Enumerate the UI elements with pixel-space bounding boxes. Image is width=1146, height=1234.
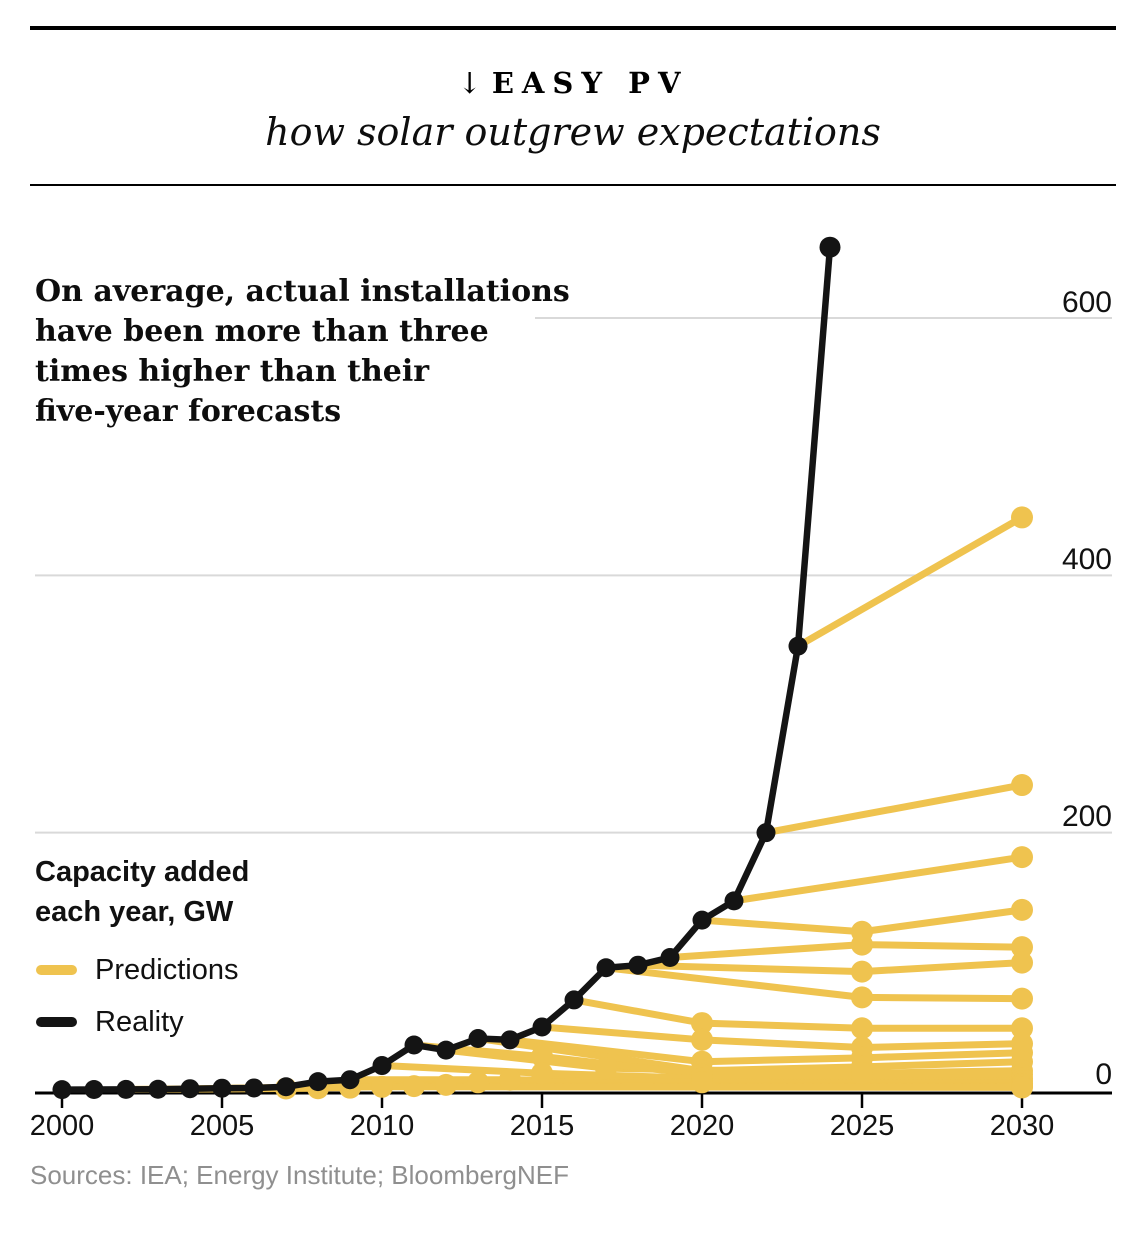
reality-point bbox=[532, 1017, 552, 1037]
y-axis-unit-label: Capacity added each year, GW bbox=[35, 852, 249, 932]
prediction-point bbox=[531, 1062, 553, 1085]
prediction-point bbox=[371, 1075, 393, 1098]
prediction-point bbox=[1011, 1017, 1033, 1040]
reality-point bbox=[819, 236, 841, 258]
reality-point bbox=[788, 636, 808, 656]
prediction-point bbox=[851, 1062, 873, 1085]
x-tick-label-2005: 2005 bbox=[189, 1110, 255, 1142]
reality-point bbox=[692, 910, 712, 930]
reality-point bbox=[404, 1035, 424, 1055]
kicker-text: EASY PV bbox=[491, 66, 689, 100]
prediction-line bbox=[765, 781, 1023, 837]
reality-point bbox=[660, 947, 680, 967]
top-rule bbox=[30, 26, 1116, 30]
y-tick-label-400: 400 bbox=[1061, 542, 1112, 576]
legend-item-predictions: Predictions bbox=[36, 944, 238, 996]
reality-point bbox=[596, 958, 616, 978]
reality-point bbox=[276, 1077, 296, 1097]
reality-point bbox=[756, 823, 776, 843]
y-axis-unit-line: Capacity added bbox=[35, 856, 250, 888]
sources-note: Sources: IEA; Energy Institute; Bloomber… bbox=[30, 1160, 570, 1190]
reality-point bbox=[84, 1079, 104, 1099]
prediction-line bbox=[733, 853, 1023, 905]
reality-point bbox=[436, 1040, 456, 1060]
predictions-swatch-icon bbox=[36, 965, 77, 975]
legend: Predictions Reality bbox=[36, 944, 238, 1048]
annotation-line: five-year forecasts bbox=[35, 394, 342, 429]
x-tick-label-2000: 2000 bbox=[29, 1110, 95, 1142]
prediction-line bbox=[796, 514, 1024, 650]
reality-point bbox=[212, 1078, 232, 1098]
prediction-point bbox=[851, 960, 873, 983]
prediction-point bbox=[1011, 1076, 1033, 1099]
down-arrow-icon: ↓ bbox=[457, 66, 482, 100]
reality-point bbox=[372, 1056, 392, 1076]
y-axis-unit-line: each year, GW bbox=[35, 896, 234, 928]
header-divider-rule bbox=[30, 184, 1116, 186]
reality-point bbox=[308, 1072, 328, 1092]
prediction-line bbox=[573, 996, 1022, 1032]
prediction-point bbox=[1011, 846, 1033, 869]
chart-kicker: ↓ EASY PV bbox=[0, 66, 1146, 100]
prediction-line bbox=[637, 959, 1023, 976]
y-tick-label-200: 200 bbox=[1061, 800, 1112, 834]
annotation-line: On average, actual installations bbox=[35, 274, 570, 309]
reality-point bbox=[244, 1078, 264, 1098]
reality-point bbox=[500, 1030, 520, 1050]
prediction-point bbox=[499, 1068, 521, 1091]
legend-label: Reality bbox=[95, 1005, 184, 1038]
prediction-line bbox=[669, 941, 1023, 961]
annotation-line: times higher than their bbox=[35, 354, 430, 389]
x-tick-label-2015: 2015 bbox=[509, 1110, 575, 1142]
reality-point bbox=[340, 1070, 360, 1090]
y-tick-label-0: 0 bbox=[1095, 1057, 1112, 1091]
x-tick-label-2025: 2025 bbox=[829, 1110, 895, 1142]
prediction-point bbox=[1011, 936, 1033, 959]
reality-point bbox=[468, 1029, 488, 1049]
prediction-point bbox=[1011, 951, 1033, 974]
prediction-line bbox=[541, 1023, 1023, 1052]
prediction-point bbox=[467, 1071, 489, 1094]
reality-point bbox=[724, 891, 744, 911]
x-tick-label-2020: 2020 bbox=[669, 1110, 735, 1142]
prediction-point bbox=[691, 1071, 713, 1094]
reality-point bbox=[52, 1080, 72, 1100]
reality-point bbox=[116, 1079, 136, 1099]
annotation-line: have been more than three bbox=[35, 314, 489, 349]
x-tick-label-2010: 2010 bbox=[349, 1110, 415, 1142]
reality-point bbox=[180, 1079, 200, 1099]
prediction-point bbox=[851, 1017, 873, 1040]
prediction-point bbox=[1011, 987, 1033, 1010]
reality-point bbox=[564, 990, 584, 1010]
legend-label: Predictions bbox=[95, 953, 239, 986]
prediction-line bbox=[509, 1036, 1023, 1066]
chart-subtitle: how solar outgrew expectations bbox=[265, 110, 881, 154]
prediction-point bbox=[403, 1075, 425, 1098]
reality-point bbox=[628, 955, 648, 975]
legend-item-reality: Reality bbox=[36, 996, 238, 1048]
prediction-point bbox=[1011, 898, 1033, 921]
prediction-point bbox=[531, 1045, 553, 1068]
reality-point bbox=[148, 1079, 168, 1099]
x-tick-label-2030: 2030 bbox=[989, 1110, 1055, 1142]
prediction-point bbox=[851, 986, 873, 1009]
prediction-point bbox=[691, 1028, 713, 1051]
prediction-point bbox=[1011, 506, 1033, 529]
chart-annotation: On average, actual installations have be… bbox=[35, 272, 570, 432]
prediction-point bbox=[1011, 774, 1033, 797]
prediction-point bbox=[595, 1057, 617, 1080]
reality-swatch-icon bbox=[36, 1017, 77, 1027]
prediction-point bbox=[435, 1073, 457, 1096]
prediction-point bbox=[851, 933, 873, 956]
y-tick-label-600: 600 bbox=[1061, 285, 1112, 319]
prediction-point bbox=[691, 1012, 713, 1035]
